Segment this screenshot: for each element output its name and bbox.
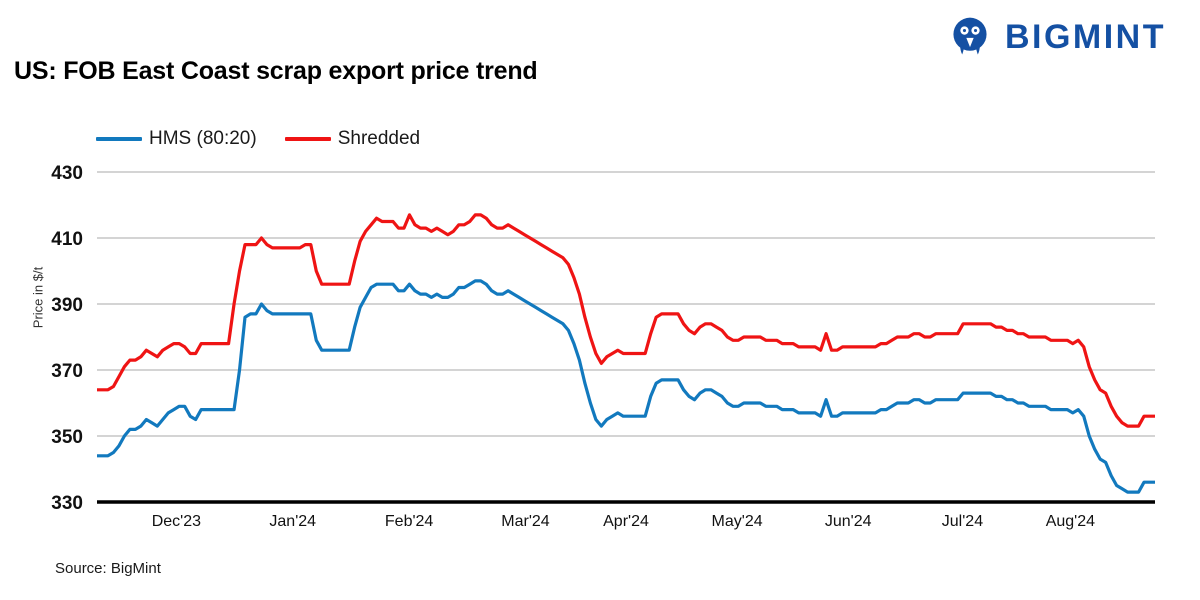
brand-wordmark: BIGMINT <box>1004 18 1166 56</box>
y-tick-label: 430 <box>51 163 83 184</box>
x-tick-label: Jun'24 <box>825 513 872 530</box>
x-tick-label: Apr'24 <box>603 513 649 530</box>
chart-title: US: FOB East Coast scrap export price tr… <box>14 57 538 85</box>
y-tick-label: 390 <box>51 295 83 316</box>
legend-label-hms: HMS (80:20) <box>149 128 257 149</box>
legend-item-hms[interactable]: HMS (80:20) <box>96 128 257 150</box>
x-tick-label: Jan'24 <box>269 513 316 530</box>
x-tick-label: Dec'23 <box>152 513 201 530</box>
gridlines-group <box>97 171 1155 437</box>
y-tick-label: 410 <box>51 229 83 250</box>
y-tick-labels-group: 330 350 370 390 410 430 <box>51 163 83 514</box>
brand-logo: BIGMINT <box>947 14 1166 60</box>
y-tick-label: 370 <box>51 361 83 382</box>
x-tick-label: May'24 <box>712 513 763 530</box>
source-note: Source: BigMint <box>55 560 161 577</box>
x-tick-label: Aug'24 <box>1046 513 1095 530</box>
x-tick-label: Jul'24 <box>942 513 983 530</box>
x-tick-label: Feb'24 <box>385 513 434 530</box>
series-lines-group <box>97 213 1155 494</box>
series-line-shredded <box>97 213 1155 428</box>
bigmint-emblem-icon <box>953 17 987 55</box>
x-tick-labels-group: Dec'23 Jan'24 Feb'24 Mar'24 Apr'24 May'24 Jun'… <box>152 513 1095 530</box>
y-tick-label: 350 <box>51 427 83 448</box>
legend-swatch-hms <box>96 137 142 141</box>
legend-swatch-shredded <box>284 137 331 141</box>
series-line-hms-80-20 <box>97 279 1155 494</box>
legend-label-shredded: Shredded <box>337 128 421 149</box>
y-tick-label: 330 <box>51 493 83 514</box>
x-tick-label: Mar'24 <box>501 513 550 530</box>
legend-item-shredded[interactable]: Shredded <box>284 128 421 150</box>
chart-legend: HMS (80:20) Shredded <box>96 128 420 150</box>
